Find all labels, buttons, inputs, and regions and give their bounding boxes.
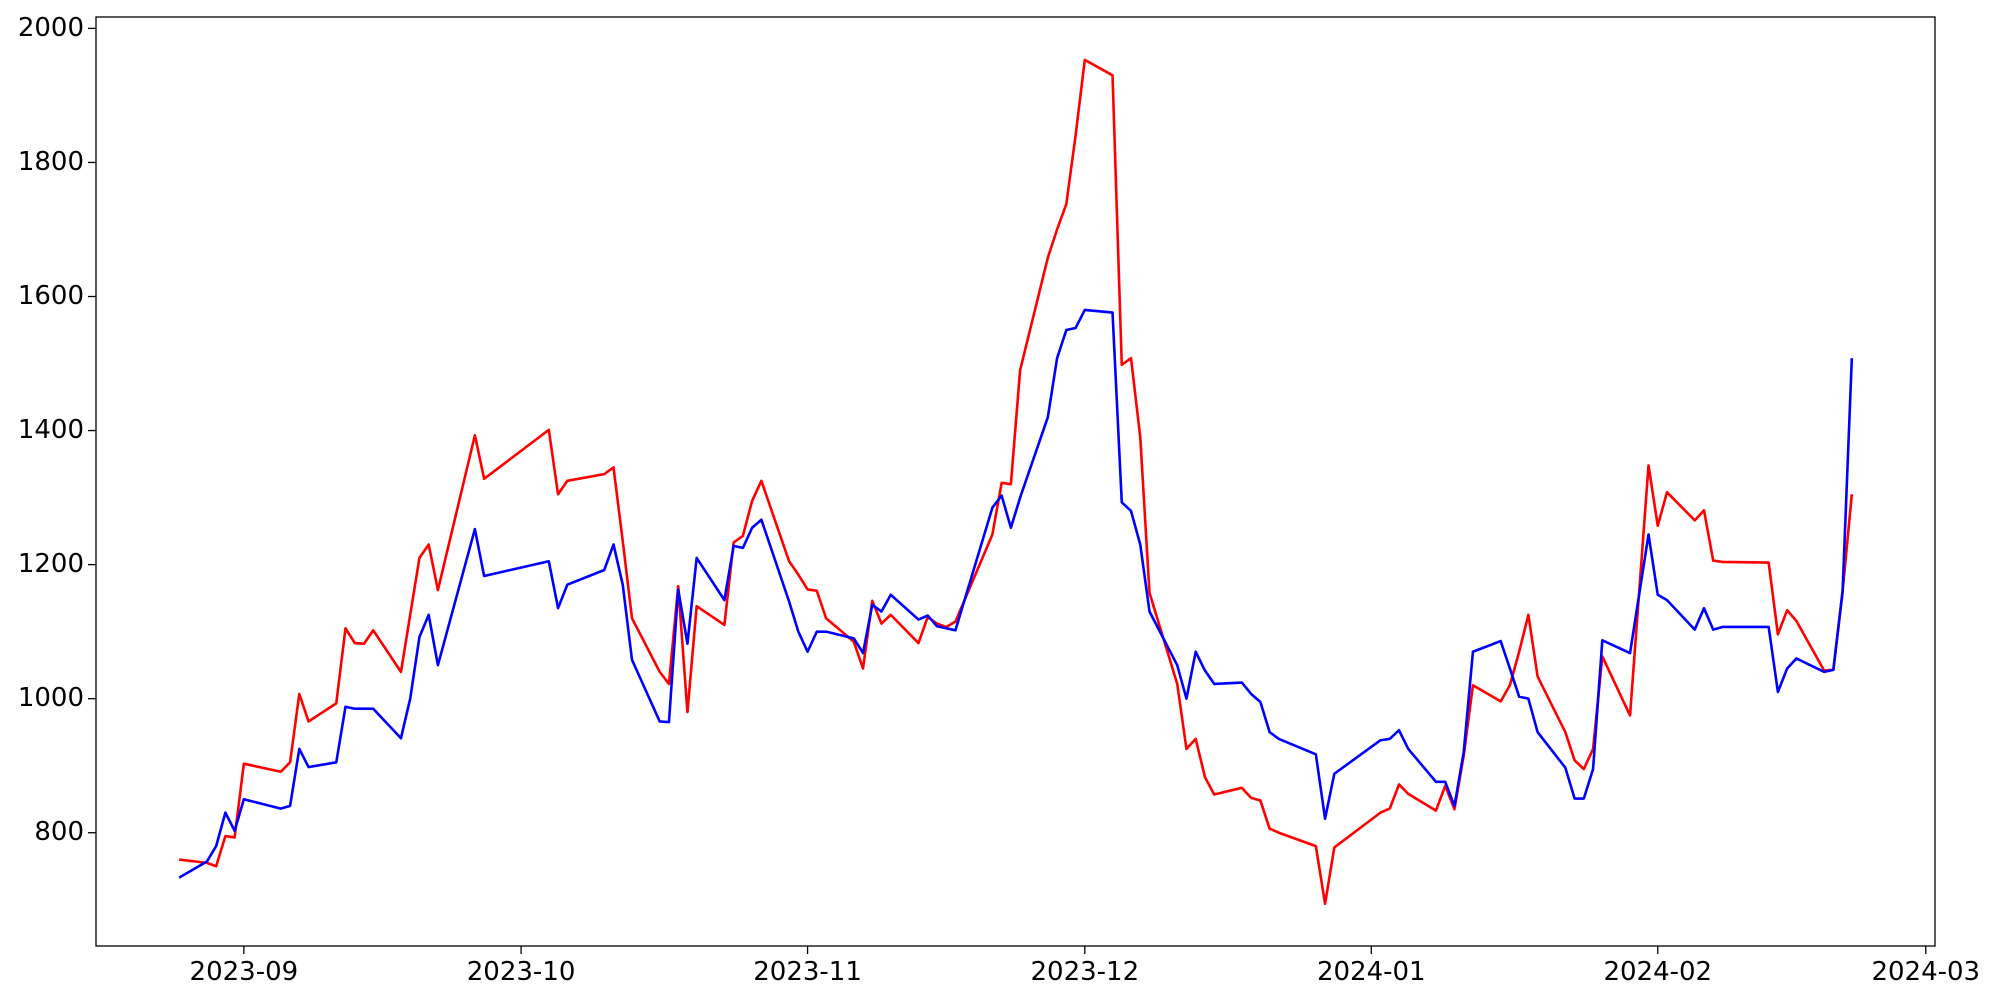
y-tick-label: 2000 — [18, 13, 84, 43]
x-tick-label: 2023-10 — [467, 957, 576, 987]
y-tick-label: 1400 — [18, 415, 84, 445]
y-tick-label: 1600 — [18, 281, 84, 311]
x-tick-label: 2023-11 — [753, 957, 862, 987]
x-tick-label: 2024-02 — [1603, 957, 1712, 987]
y-tick-label: 1800 — [18, 147, 84, 177]
y-tick-label: 1200 — [18, 549, 84, 579]
y-tick-label: 800 — [34, 817, 84, 847]
x-tick-label: 2023-12 — [1030, 957, 1139, 987]
plot-frame — [95, 16, 1936, 947]
series-line — [179, 58, 1854, 906]
x-tick-label: 2024-03 — [1871, 957, 1980, 987]
y-tick-label: 1000 — [18, 683, 84, 713]
x-tick-label: 2023-09 — [190, 957, 299, 987]
series-line — [178, 308, 1854, 879]
x-tick-label: 2024-01 — [1317, 957, 1426, 987]
